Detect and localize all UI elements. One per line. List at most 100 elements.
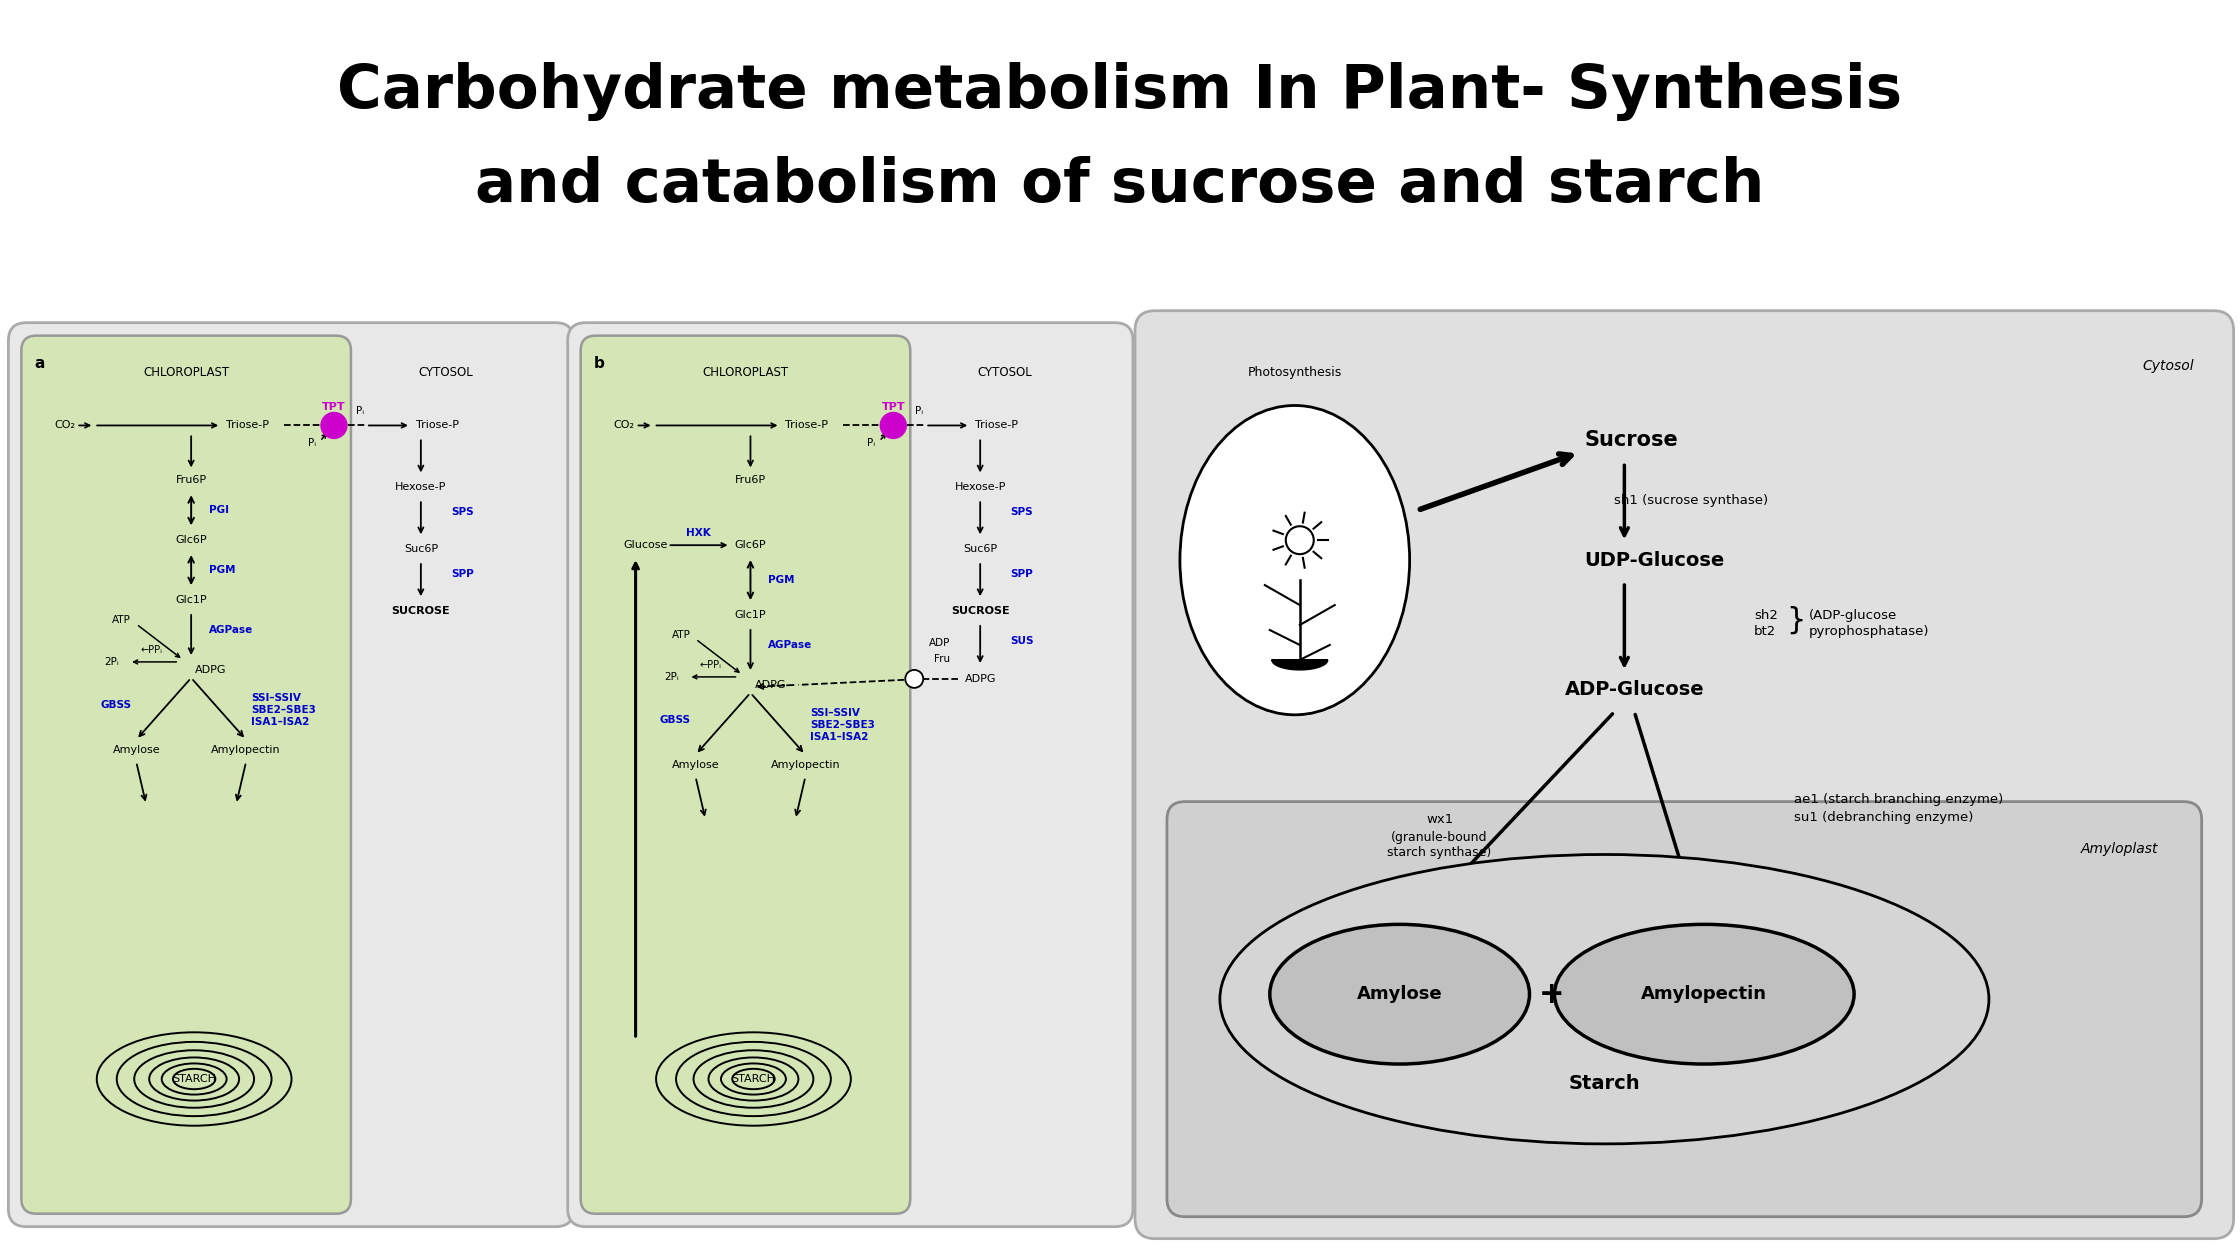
Text: sh2: sh2: [1754, 609, 1779, 621]
Text: Starch: Starch: [1568, 1075, 1640, 1094]
Ellipse shape: [1180, 406, 1409, 714]
Circle shape: [905, 670, 923, 688]
Text: CHLOROPLAST: CHLOROPLAST: [143, 367, 228, 379]
Text: ADPG: ADPG: [755, 680, 786, 690]
Text: (granule-bound: (granule-bound: [1391, 832, 1487, 844]
Ellipse shape: [1270, 925, 1530, 1063]
Text: Suc6P: Suc6P: [963, 544, 997, 554]
Text: Pᵢ: Pᵢ: [356, 407, 365, 417]
Text: SBE2–SBE3: SBE2–SBE3: [251, 704, 316, 714]
FancyBboxPatch shape: [9, 323, 573, 1227]
Text: ISA1–ISA2: ISA1–ISA2: [251, 717, 309, 727]
Text: CYTOSOL: CYTOSOL: [979, 367, 1033, 379]
Text: Amylopectin: Amylopectin: [211, 745, 280, 755]
Text: 2Pᵢ: 2Pᵢ: [663, 672, 679, 682]
Text: Fru: Fru: [934, 654, 950, 664]
Text: SPS: SPS: [1010, 508, 1033, 518]
FancyBboxPatch shape: [580, 335, 909, 1213]
Text: SUS: SUS: [1010, 636, 1033, 646]
Text: CHLOROPLAST: CHLOROPLAST: [703, 367, 788, 379]
Text: TPT: TPT: [323, 402, 345, 412]
Text: Amylose: Amylose: [1357, 985, 1443, 1003]
Text: su1 (debranching enzyme): su1 (debranching enzyme): [1794, 811, 1973, 824]
Text: ISA1–ISA2: ISA1–ISA2: [811, 732, 869, 742]
Text: SPP: SPP: [450, 570, 473, 580]
Text: Glc1P: Glc1P: [735, 610, 766, 620]
Text: a: a: [34, 355, 45, 370]
Circle shape: [1286, 527, 1313, 554]
Text: pyrophosphatase): pyrophosphatase): [1810, 625, 1929, 639]
Text: ATP: ATP: [672, 630, 690, 640]
Text: and catabolism of sucrose and starch: and catabolism of sucrose and starch: [475, 156, 1765, 215]
Text: SPS: SPS: [450, 508, 473, 518]
Text: Triose-P: Triose-P: [226, 421, 269, 431]
Text: Fru6P: Fru6P: [175, 475, 206, 485]
Text: ADPG: ADPG: [195, 665, 226, 675]
Text: GBSS: GBSS: [101, 699, 132, 709]
Text: Amylopectin: Amylopectin: [771, 760, 840, 770]
Text: ATP: ATP: [112, 615, 132, 625]
Text: PGI: PGI: [208, 505, 228, 515]
Circle shape: [880, 412, 907, 438]
Text: ADP: ADP: [930, 638, 950, 648]
Text: +: +: [1539, 980, 1564, 1009]
Text: CO₂: CO₂: [54, 421, 76, 431]
Text: SUCROSE: SUCROSE: [950, 606, 1010, 616]
Text: Photosynthesis: Photosynthesis: [1248, 365, 1342, 378]
Text: AGPase: AGPase: [208, 625, 253, 635]
Text: Hexose-P: Hexose-P: [394, 483, 446, 493]
Text: Amylopectin: Amylopectin: [1642, 985, 1767, 1003]
Text: SSI–SSIV: SSI–SSIV: [811, 708, 860, 718]
Text: STARCH: STARCH: [172, 1074, 215, 1084]
Text: SSI–SSIV: SSI–SSIV: [251, 693, 300, 703]
Text: Carbohydrate metabolism In Plant- Synthesis: Carbohydrate metabolism In Plant- Synthe…: [338, 62, 1902, 121]
Text: sh1 (sucrose synthase): sh1 (sucrose synthase): [1615, 494, 1770, 507]
Ellipse shape: [1555, 925, 1855, 1063]
Text: Sucrose: Sucrose: [1584, 431, 1678, 450]
Text: Pᵢ: Pᵢ: [867, 438, 876, 449]
Ellipse shape: [1221, 854, 1989, 1144]
Text: SUCROSE: SUCROSE: [392, 606, 450, 616]
Text: Hexose-P: Hexose-P: [954, 483, 1006, 493]
Text: SBE2–SBE3: SBE2–SBE3: [811, 719, 876, 730]
Text: Amyloplast: Amyloplast: [2081, 842, 2159, 856]
Text: ←PPᵢ: ←PPᵢ: [699, 660, 721, 670]
Text: b: b: [594, 355, 605, 370]
FancyBboxPatch shape: [567, 323, 1133, 1227]
Text: starch synthase): starch synthase): [1387, 845, 1492, 859]
Polygon shape: [1272, 660, 1328, 670]
Text: CO₂: CO₂: [614, 421, 634, 431]
Text: Suc6P: Suc6P: [403, 544, 439, 554]
Text: }: }: [1785, 606, 1805, 635]
Text: Glc6P: Glc6P: [175, 536, 206, 546]
Text: Glc6P: Glc6P: [735, 541, 766, 551]
Text: ADPG: ADPG: [965, 674, 997, 684]
Text: 2Pᵢ: 2Pᵢ: [105, 656, 119, 667]
Text: Triose-P: Triose-P: [417, 421, 459, 431]
Text: PGM: PGM: [208, 566, 235, 575]
Text: HXK: HXK: [685, 528, 710, 538]
Text: wx1: wx1: [1427, 813, 1454, 827]
Text: Glucose: Glucose: [623, 541, 668, 551]
Text: (ADP-glucose: (ADP-glucose: [1810, 609, 1897, 621]
FancyBboxPatch shape: [1167, 801, 2202, 1217]
Text: Pᵢ: Pᵢ: [916, 407, 923, 417]
Text: ←PPᵢ: ←PPᵢ: [141, 645, 161, 655]
Text: SPP: SPP: [1010, 570, 1033, 580]
Text: ae1 (starch branching enzyme): ae1 (starch branching enzyme): [1794, 793, 2003, 806]
Text: STARCH: STARCH: [732, 1074, 775, 1084]
Text: Pᵢ: Pᵢ: [307, 438, 316, 449]
FancyBboxPatch shape: [1136, 311, 2233, 1239]
FancyBboxPatch shape: [22, 335, 352, 1213]
Text: Amylose: Amylose: [112, 745, 159, 755]
Text: Cytosol: Cytosol: [2141, 359, 2193, 373]
Text: ?: ?: [912, 674, 916, 684]
Text: UDP-Glucose: UDP-Glucose: [1584, 551, 1725, 570]
Text: ADP-Glucose: ADP-Glucose: [1564, 680, 1705, 699]
Text: PGM: PGM: [768, 575, 795, 585]
Text: CYTOSOL: CYTOSOL: [419, 367, 473, 379]
Text: AGPase: AGPase: [768, 640, 813, 650]
Text: bt2: bt2: [1754, 625, 1776, 639]
Text: GBSS: GBSS: [659, 714, 690, 724]
Text: Amylose: Amylose: [672, 760, 719, 770]
